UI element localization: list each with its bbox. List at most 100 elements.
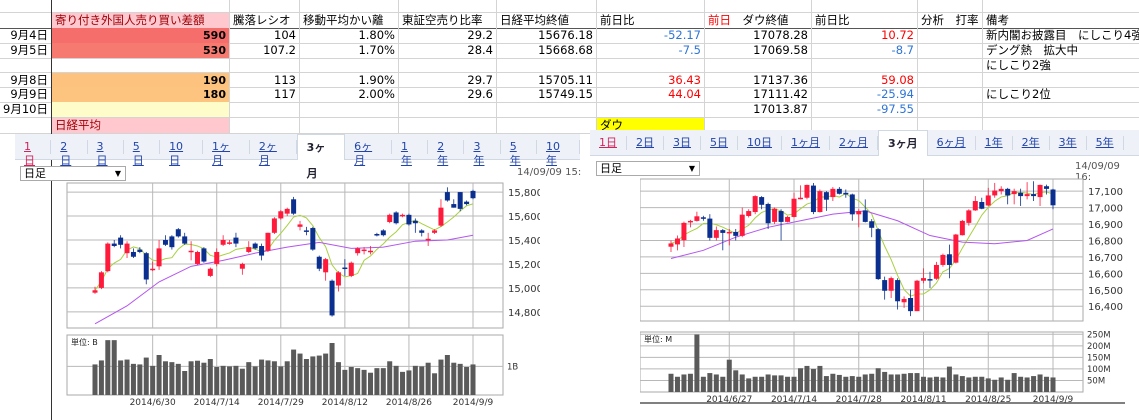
foreign-order-diff[interactable] <box>52 102 229 117</box>
ratio-cell[interactable]: 107.2 <box>263 43 296 57</box>
dow-change-cell[interactable] <box>812 58 917 73</box>
header-dow-close[interactable]: 前日 ダウ終値 <box>705 13 811 28</box>
foreign-order-diff[interactable]: 590 <box>52 28 229 43</box>
tab-7[interactable]: 3ヶ月 <box>878 129 928 156</box>
tab-2[interactable]: 3日 <box>88 139 124 167</box>
tab-10[interactable]: 2年 <box>1013 135 1050 150</box>
dow-change-cell[interactable]: -25.94 <box>876 87 914 101</box>
interval-select-left[interactable]: 日足 ▼ <box>20 166 126 181</box>
row-date[interactable] <box>0 58 51 73</box>
dev-cell[interactable]: 1.90% <box>358 73 395 87</box>
dow-cell[interactable] <box>705 58 811 73</box>
ratio-cell[interactable] <box>230 58 299 73</box>
note-cell[interactable]: にしこり2強 <box>986 58 1051 72</box>
row-date[interactable]: 9月4日 <box>10 28 48 42</box>
nikkei-change-cell[interactable] <box>597 58 704 73</box>
nikkei-cell[interactable]: 15749.15 <box>538 87 593 101</box>
dow-change-cell[interactable]: 59.08 <box>881 73 914 87</box>
note-cell[interactable]: デング熱 拡大中 <box>986 43 1078 57</box>
nikkei-label[interactable]: 日経平均 <box>52 118 229 133</box>
tab-11[interactable]: 3年 <box>1050 135 1087 150</box>
nikkei-cell[interactable]: 15705.11 <box>538 73 593 87</box>
ratio-cell[interactable]: 104 <box>274 28 296 42</box>
header-foreign-order-diff[interactable]: 寄り付き外国人売り買い差額 <box>52 13 229 28</box>
foreign-order-diff[interactable]: 190 <box>52 73 229 88</box>
tab-12[interactable]: 5年 <box>501 139 537 167</box>
tab-13[interactable]: 10年 <box>537 139 580 167</box>
note-cell[interactable] <box>983 73 1139 88</box>
header-dow-change[interactable]: 前日比 <box>815 13 850 27</box>
tab-5[interactable]: 1ヶ月 <box>203 139 250 167</box>
nikkei-cell[interactable] <box>497 58 596 73</box>
tab-8[interactable]: 6ヶ月 <box>928 135 976 150</box>
foreign-order-diff[interactable]: 530 <box>52 43 229 58</box>
header-nikkei-close[interactable]: 日経平均終値 <box>500 13 569 27</box>
tab-3[interactable]: 5日 <box>701 135 738 150</box>
dow-change-cell[interactable]: -8.7 <box>891 43 914 57</box>
note-cell[interactable] <box>983 102 1139 117</box>
header-short-selling-ratio[interactable]: 東証空売り比率 <box>402 13 483 27</box>
nikkei-change-cell[interactable]: -52.17 <box>663 28 701 42</box>
ratio-cell[interactable] <box>230 102 299 117</box>
dev-cell[interactable] <box>300 102 398 117</box>
tab-10[interactable]: 2年 <box>428 139 465 167</box>
nikkei-cell[interactable]: 15676.18 <box>538 28 593 42</box>
tab-0[interactable]: 1日 <box>15 139 52 167</box>
dow-cell[interactable]: 17078.28 <box>753 28 808 42</box>
tab-0[interactable]: 1日 <box>590 135 627 150</box>
tab-7[interactable]: 3ヶ月 <box>296 133 346 180</box>
tab-9[interactable]: 1年 <box>976 135 1013 150</box>
dow-cell[interactable]: 17013.87 <box>753 102 808 116</box>
dow-change-cell[interactable]: 10.72 <box>881 28 914 42</box>
dev-cell[interactable]: 1.80% <box>358 28 395 42</box>
tab-6[interactable]: 2ヶ月 <box>830 135 878 150</box>
tab-1[interactable]: 2日 <box>627 135 664 150</box>
tab-2[interactable]: 3日 <box>664 135 701 150</box>
header-analysis[interactable]: 分析 打率 <box>921 13 979 27</box>
row-date[interactable]: 9月9日 <box>10 87 48 101</box>
ratio-cell[interactable]: 113 <box>274 73 296 87</box>
tab-4[interactable]: 10日 <box>160 139 204 167</box>
interval-select-right[interactable]: 日足 ▼ <box>596 161 700 176</box>
foreign-order-diff[interactable]: 180 <box>52 87 229 102</box>
note-cell[interactable]: 新内閣お披露目 にしこり4強 <box>986 28 1139 42</box>
short-cell[interactable] <box>399 102 496 117</box>
nikkei-change-cell[interactable] <box>597 102 704 117</box>
short-cell[interactable] <box>399 58 496 73</box>
short-cell[interactable]: 28.4 <box>467 43 493 57</box>
tab-11[interactable]: 3年 <box>464 139 501 167</box>
note-cell[interactable]: にしこり2位 <box>986 87 1051 101</box>
dow-label[interactable]: ダウ <box>597 118 704 133</box>
short-cell[interactable]: 29.6 <box>467 87 493 101</box>
short-cell[interactable]: 29.2 <box>467 28 493 42</box>
dev-cell[interactable]: 1.70% <box>358 43 395 57</box>
row-date[interactable]: 9月5日 <box>10 43 48 57</box>
short-cell[interactable]: 29.7 <box>467 73 493 87</box>
dev-cell[interactable] <box>300 58 398 73</box>
dow-change-cell[interactable]: -97.55 <box>876 102 914 116</box>
dow-cell[interactable]: 17069.58 <box>753 43 808 57</box>
tab-5[interactable]: 1ヶ月 <box>782 135 830 150</box>
header-ma-deviation[interactable]: 移動平均かい離 <box>303 13 384 27</box>
tab-9[interactable]: 1年 <box>392 139 429 167</box>
nikkei-change-cell[interactable]: 36.43 <box>668 73 701 87</box>
tab-3[interactable]: 5日 <box>124 139 161 167</box>
header-advance-decline-ratio[interactable]: 騰落レシオ <box>233 13 291 27</box>
dev-cell[interactable]: 2.00% <box>358 87 395 101</box>
tab-12[interactable]: 5年 <box>1087 135 1124 150</box>
row-date[interactable]: 9月10日 <box>3 102 48 116</box>
nikkei-change-cell[interactable]: -7.5 <box>678 43 701 57</box>
ratio-cell[interactable]: 117 <box>274 87 296 101</box>
nikkei-change-cell[interactable]: 44.04 <box>668 87 701 101</box>
dow-cell[interactable]: 17137.36 <box>753 73 808 87</box>
tab-8[interactable]: 6ヶ月 <box>345 139 392 167</box>
dow-cell[interactable]: 17111.42 <box>753 87 808 101</box>
header-notes[interactable]: 備考 <box>986 13 1009 27</box>
nikkei-cell[interactable]: 15668.68 <box>538 43 593 57</box>
tab-4[interactable]: 10日 <box>738 135 782 150</box>
row-date[interactable]: 9月8日 <box>10 73 48 87</box>
header-nikkei-change[interactable]: 前日比 <box>600 13 635 27</box>
tab-1[interactable]: 2日 <box>51 139 88 167</box>
foreign-order-diff[interactable] <box>52 58 229 73</box>
tab-6[interactable]: 2ヶ月 <box>250 139 297 167</box>
